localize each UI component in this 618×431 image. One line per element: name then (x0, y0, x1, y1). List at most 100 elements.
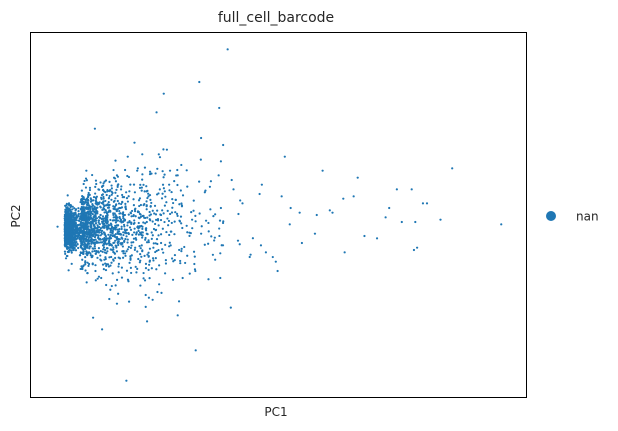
data-point (106, 203, 109, 206)
data-point (106, 225, 109, 229)
data-point (103, 211, 106, 214)
data-point (109, 243, 112, 246)
data-point (99, 254, 102, 257)
data-point (421, 202, 425, 205)
data-point (94, 264, 97, 267)
data-point (73, 207, 76, 210)
data-point (73, 223, 76, 226)
data-point (92, 316, 95, 319)
data-point (148, 210, 151, 214)
data-point (98, 225, 101, 229)
data-point (134, 210, 137, 213)
data-point (129, 212, 133, 215)
data-point (194, 269, 197, 273)
data-point (133, 248, 136, 251)
data-point (116, 241, 119, 244)
data-point (143, 254, 146, 258)
data-point (168, 189, 171, 192)
data-point (217, 174, 220, 177)
data-point (141, 236, 144, 239)
data-point (136, 267, 139, 270)
data-point (105, 247, 108, 250)
data-point (145, 208, 148, 211)
data-point (221, 244, 225, 247)
data-point (85, 179, 88, 182)
data-point (144, 236, 147, 240)
data-point (82, 182, 85, 186)
data-point (149, 219, 152, 222)
data-point (204, 189, 207, 192)
data-point (117, 265, 120, 268)
data-point (168, 169, 172, 172)
data-point (96, 256, 99, 259)
data-point (209, 180, 213, 183)
data-point (109, 227, 112, 231)
data-point (102, 200, 105, 204)
data-point (82, 250, 85, 253)
data-point (84, 201, 87, 204)
data-point (163, 173, 166, 176)
data-point (70, 262, 73, 265)
data-point (93, 247, 97, 250)
data-point (183, 245, 186, 249)
points-layer (56, 48, 503, 382)
data-point (153, 212, 156, 215)
data-point (134, 207, 137, 210)
data-point (375, 237, 379, 240)
data-point (114, 159, 117, 162)
data-point (112, 246, 115, 249)
data-point (103, 243, 106, 246)
data-point (108, 194, 111, 198)
data-point (145, 185, 148, 188)
data-point (94, 192, 97, 195)
data-point (119, 188, 123, 191)
data-point (122, 233, 125, 237)
data-point (133, 231, 136, 234)
data-point (68, 229, 71, 232)
data-point (136, 167, 139, 170)
data-point (173, 180, 176, 183)
data-point (116, 184, 119, 187)
data-point (140, 189, 143, 192)
data-point (147, 296, 150, 299)
data-point (68, 246, 71, 249)
data-point (198, 212, 201, 215)
data-point (148, 193, 152, 197)
data-point (104, 262, 107, 265)
data-point (87, 191, 90, 195)
data-point (207, 230, 210, 233)
data-point (137, 233, 140, 236)
data-point (63, 250, 67, 253)
data-point (121, 256, 125, 259)
data-point (103, 232, 106, 235)
data-point (154, 257, 157, 260)
data-point (192, 209, 195, 212)
data-point (99, 241, 102, 244)
data-point (79, 207, 83, 210)
data-point (64, 241, 67, 244)
data-point (86, 261, 89, 264)
data-point (66, 247, 69, 250)
data-point (248, 255, 251, 259)
data-point (130, 209, 134, 213)
data-point (110, 184, 113, 187)
data-point (117, 262, 121, 265)
data-point (120, 221, 123, 224)
data-point (109, 237, 113, 240)
data-point (213, 236, 216, 239)
data-point (132, 183, 136, 186)
data-point (120, 202, 123, 206)
data-point (95, 249, 98, 253)
data-point (84, 269, 87, 272)
data-point (143, 279, 147, 282)
data-point (154, 222, 157, 226)
data-point (159, 218, 163, 222)
data-point (218, 227, 221, 230)
data-point (158, 156, 162, 159)
data-point (87, 236, 90, 240)
data-point (186, 254, 189, 257)
data-point (193, 268, 197, 271)
data-point (133, 141, 136, 144)
data-point (164, 259, 167, 262)
data-point (127, 213, 130, 216)
